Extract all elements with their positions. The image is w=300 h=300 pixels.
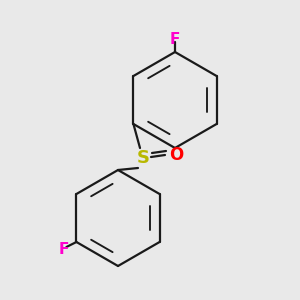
- Text: F: F: [170, 32, 180, 47]
- Text: F: F: [58, 242, 69, 257]
- Text: O: O: [169, 146, 183, 164]
- Text: S: S: [136, 149, 149, 167]
